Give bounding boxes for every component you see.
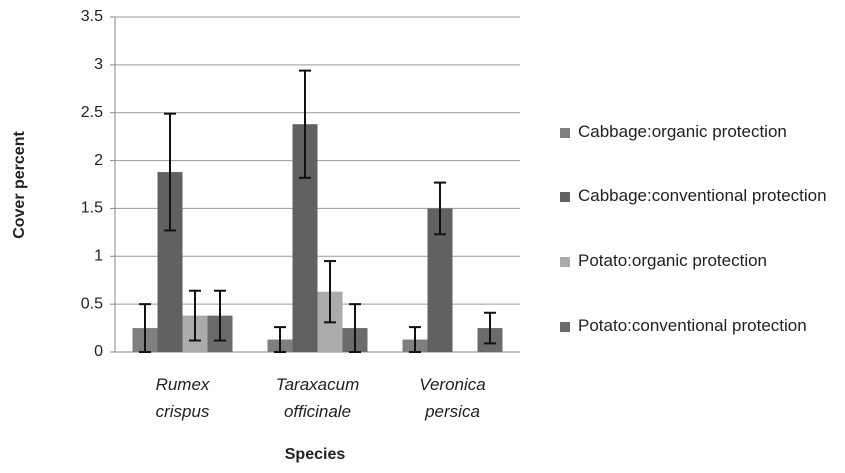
text-line: officinale (284, 403, 351, 422)
text-line: Cabbage:conventional protection (578, 186, 827, 205)
y-tick-label: 0 (94, 343, 103, 360)
legend-label: Cabbage:organic protection (578, 122, 787, 141)
y-tick-label: 3 (94, 56, 103, 73)
text-line: Cabbage:organic protection (578, 122, 787, 141)
error-bar (189, 289, 201, 342)
y-tick-label: 2.5 (81, 104, 103, 121)
legend-swatch (560, 257, 570, 267)
y-tick-label: 3.5 (81, 8, 103, 25)
error-bar (349, 303, 361, 353)
x-tick-label: Rumex crispus (156, 375, 210, 421)
legend-swatch (560, 128, 570, 138)
error-bar (299, 69, 311, 179)
text-line: Potato:conventional protection (578, 316, 807, 335)
x-axis-label: Species (285, 446, 346, 463)
error-bar (274, 326, 286, 353)
text-line: Taraxacum (276, 375, 359, 394)
legend-label: Potato:organic protection (578, 251, 767, 270)
error-bar (214, 289, 226, 342)
error-bar (324, 260, 336, 324)
y-tick-label: 1 (94, 248, 103, 265)
error-bar (434, 181, 446, 236)
error-bar (409, 326, 421, 353)
text-line: persica (424, 403, 480, 422)
error-bar (164, 112, 176, 232)
text-line: Veronica (419, 375, 485, 394)
error-bar (139, 303, 151, 353)
text-line: Rumex (156, 375, 210, 394)
text-line: crispus (156, 403, 210, 422)
y-tick-label: 1.5 (81, 200, 103, 217)
y-axis-label: Cover percent (11, 131, 28, 239)
legend-swatch (560, 322, 570, 332)
x-tick-label: Veronica persica (419, 375, 485, 421)
legend-swatch (560, 192, 570, 202)
y-tick-label: 2 (94, 152, 103, 169)
x-tick-label: Taraxacum officinale (276, 375, 359, 421)
legend-label: Potato:conventional protection (578, 316, 807, 335)
error-bar (484, 311, 496, 345)
legend-label: Cabbage:conventional protection (578, 186, 827, 205)
text-line: Potato:organic protection (578, 251, 767, 270)
y-tick-label: 0.5 (81, 295, 103, 312)
